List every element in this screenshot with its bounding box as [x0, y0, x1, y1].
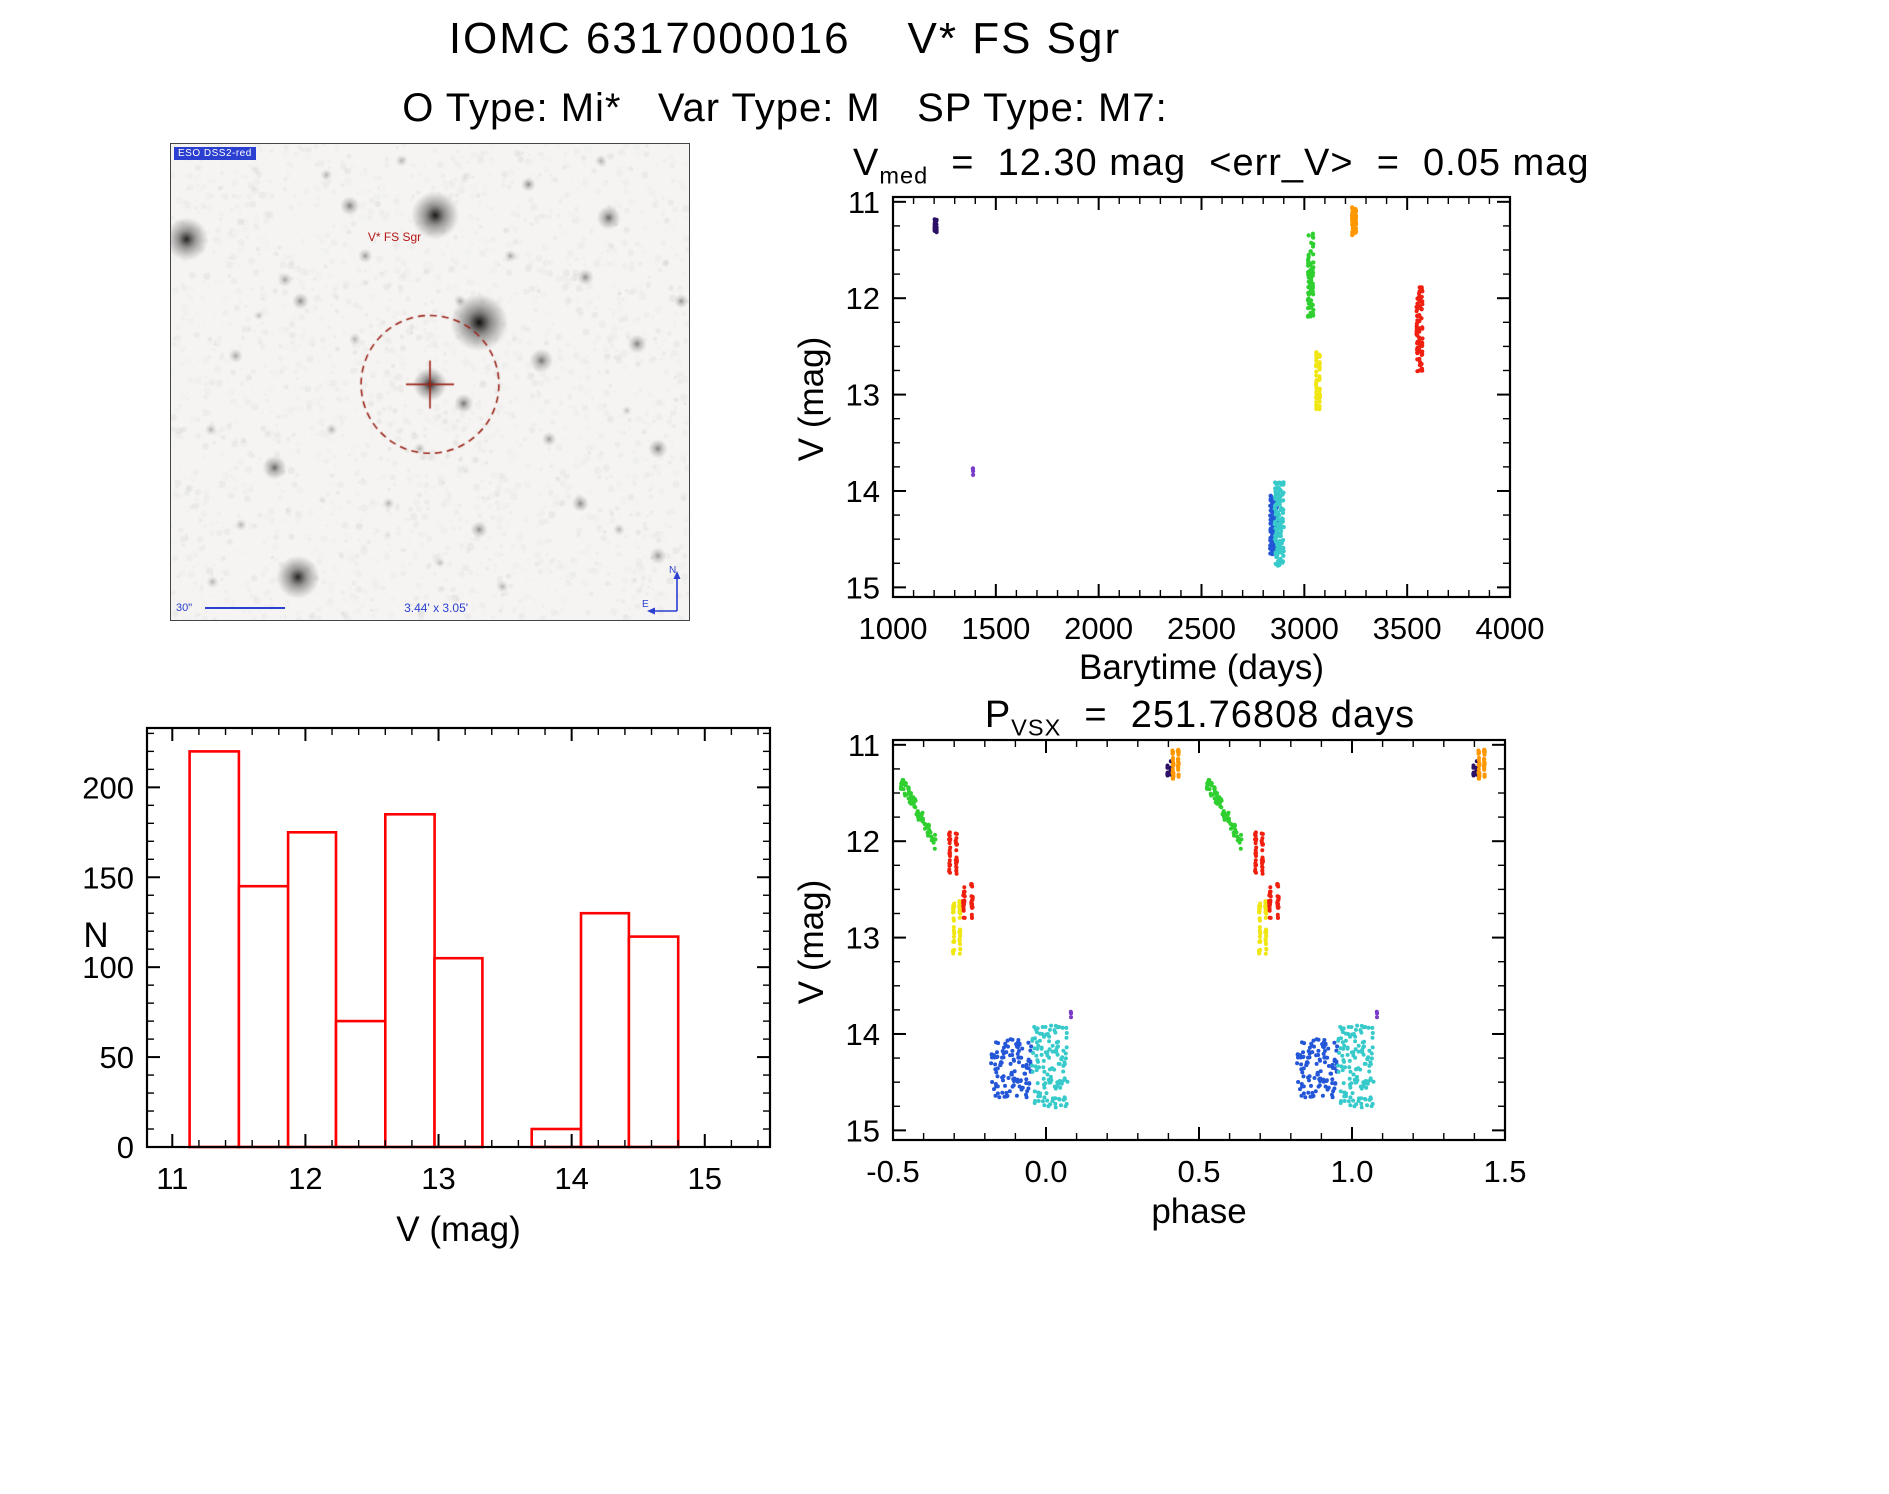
svg-text:-0.5: -0.5 — [866, 1154, 919, 1189]
svg-text:13: 13 — [846, 378, 880, 413]
svg-text:11: 11 — [848, 185, 880, 220]
phase-yaxis-label: V (mag) — [792, 879, 831, 1005]
svg-text:1500: 1500 — [961, 611, 1030, 646]
svg-text:11: 11 — [156, 1161, 188, 1196]
compass-rose-icon: N E — [642, 565, 681, 615]
svg-text:150: 150 — [82, 860, 134, 895]
scale-label: 30" — [176, 602, 193, 614]
phase-folded-plot: -0.5 0.0 0.5 1.0 1.5 11 12 13 14 15 — [846, 728, 1527, 1189]
lightcurve-plot: 1000 1500 2000 2500 3000 3500 4000 11 12 13 14 15 — [846, 185, 1545, 646]
svg-text:1.5: 1.5 — [1483, 1154, 1526, 1189]
svg-text:4000: 4000 — [1476, 611, 1545, 646]
lightcurve-yaxis-label: V (mag) — [792, 336, 831, 462]
phase-xaxis-label: phase — [1151, 1192, 1247, 1231]
svg-text:2000: 2000 — [1064, 611, 1133, 646]
svg-text:50: 50 — [100, 1040, 134, 1075]
svg-text:11: 11 — [848, 728, 880, 763]
svg-text:13: 13 — [421, 1161, 455, 1196]
svg-text:12: 12 — [846, 824, 880, 859]
svg-text:14: 14 — [846, 1017, 880, 1052]
svg-text:12: 12 — [288, 1161, 322, 1196]
page-title: IOMC 6317000016 V* FS Sgr — [448, 14, 1122, 63]
scale-bar — [205, 607, 285, 609]
page-subtitle: O Type: Mi* Var Type: M SP Type: M7: — [402, 86, 1168, 130]
target-label: V* FS Sgr — [367, 229, 422, 244]
svg-text:200: 200 — [82, 770, 134, 805]
svg-text:0.0: 0.0 — [1024, 1154, 1067, 1189]
svg-text:100: 100 — [82, 950, 134, 985]
svg-text:3500: 3500 — [1373, 611, 1442, 646]
star-field-image — [171, 144, 689, 620]
svg-text:15: 15 — [846, 1113, 880, 1148]
svg-text:0.5: 0.5 — [1177, 1154, 1220, 1189]
svg-text:1.0: 1.0 — [1330, 1154, 1373, 1189]
svg-text:2500: 2500 — [1167, 611, 1236, 646]
fov-size-label: 3.44' x 3.05' — [404, 601, 469, 615]
svg-text:12: 12 — [846, 281, 880, 316]
svg-text:13: 13 — [846, 921, 880, 956]
finder-chart: ESO DSS2-red V* FS Sgr 30" 3.44' x 3.05'… — [170, 143, 690, 621]
svg-text:14: 14 — [846, 474, 880, 509]
phase-plot-title: PVSX = 251.76808 days — [984, 694, 1416, 741]
svg-text:14: 14 — [554, 1161, 588, 1196]
survey-label: ESO DSS2-red — [174, 147, 256, 160]
svg-text:0: 0 — [117, 1130, 134, 1165]
lightcurve-xaxis-label: Barytime (days) — [1078, 648, 1325, 687]
histogram-xaxis-label: V (mag) — [396, 1210, 521, 1249]
svg-text:3000: 3000 — [1270, 611, 1339, 646]
svg-text:15: 15 — [846, 570, 880, 605]
svg-text:1000: 1000 — [859, 611, 928, 646]
compass-east-label: E — [642, 599, 649, 610]
histogram-yaxis-label: N — [83, 916, 109, 955]
lightcurve-title: Vmed = 12.30 mag <err_V> = 0.05 mag — [853, 142, 1590, 189]
compass-north-label: N — [669, 565, 676, 576]
svg-text:15: 15 — [688, 1161, 722, 1196]
